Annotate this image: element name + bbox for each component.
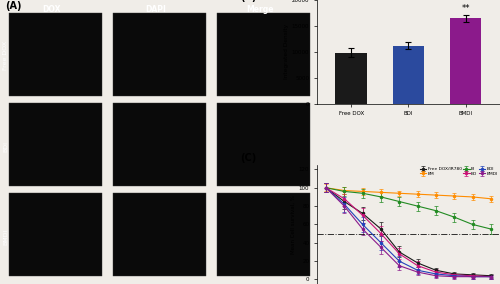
Bar bbox=[9, 13, 102, 96]
Text: Merge: Merge bbox=[246, 5, 274, 14]
Bar bbox=[450, 18, 482, 104]
Text: BDI: BDI bbox=[3, 141, 8, 151]
Bar bbox=[113, 13, 206, 96]
Text: (B): (B) bbox=[240, 0, 256, 2]
Bar bbox=[217, 103, 310, 186]
Bar bbox=[9, 103, 102, 186]
Text: (C): (C) bbox=[240, 153, 256, 163]
Legend: Free DOX/IR780, BM, BI, BD, BDI, BMDI: Free DOX/IR780, BM, BI, BD, BDI, BMDI bbox=[418, 165, 500, 178]
Bar bbox=[336, 53, 367, 104]
Bar bbox=[217, 13, 310, 96]
Text: **: ** bbox=[462, 4, 470, 13]
Bar bbox=[113, 193, 206, 276]
Text: (A): (A) bbox=[5, 1, 21, 11]
Y-axis label: Integrated Density: Integrated Density bbox=[284, 24, 289, 79]
Text: DAPI: DAPI bbox=[146, 5, 167, 14]
Bar bbox=[392, 46, 424, 104]
Text: Free DOX: Free DOX bbox=[3, 40, 8, 70]
Text: BMDI: BMDI bbox=[3, 229, 8, 245]
Bar bbox=[9, 193, 102, 276]
Bar bbox=[217, 193, 310, 276]
Bar bbox=[113, 103, 206, 186]
Y-axis label: Mean Cell survival, %: Mean Cell survival, % bbox=[291, 195, 296, 254]
Text: DOX: DOX bbox=[42, 5, 61, 14]
